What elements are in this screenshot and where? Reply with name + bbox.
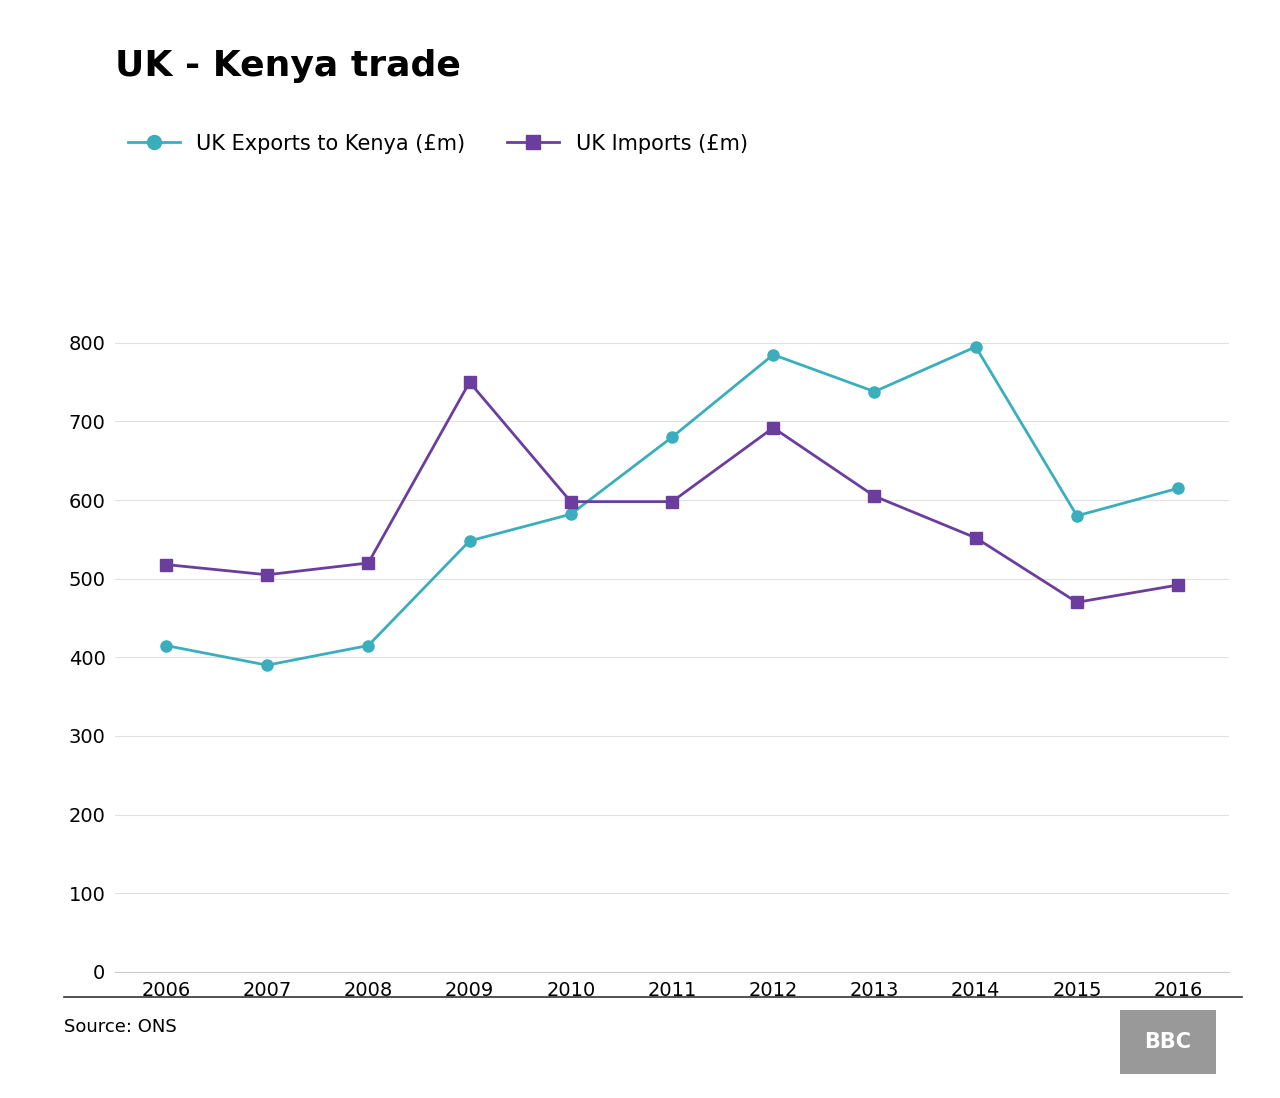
Text: BBC: BBC xyxy=(1144,1032,1192,1052)
Text: Source: ONS: Source: ONS xyxy=(64,1018,177,1035)
Legend: UK Exports to Kenya (£m), UK Imports (£m): UK Exports to Kenya (£m), UK Imports (£m… xyxy=(119,125,756,163)
Text: UK - Kenya trade: UK - Kenya trade xyxy=(115,49,461,83)
